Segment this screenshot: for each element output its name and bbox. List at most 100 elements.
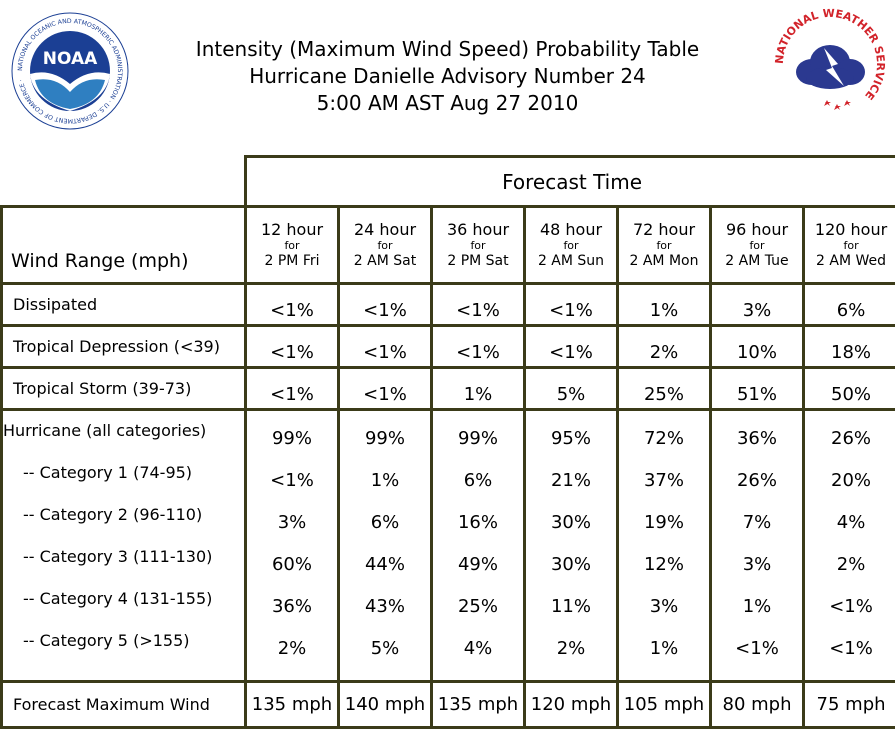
table-cell: 51% bbox=[711, 368, 804, 410]
hurricane-column: 99%6%16%49%25%4% bbox=[432, 410, 525, 682]
table-row: Tropical Storm (39-73) <1% <1% 1% 5% 25%… bbox=[2, 368, 895, 410]
table-cell: 5% bbox=[525, 368, 618, 410]
table-cell: 7% bbox=[712, 512, 802, 554]
table-cell: 105 mph bbox=[618, 682, 711, 728]
table-cell: <1% bbox=[805, 596, 895, 638]
table-cell: 95% bbox=[526, 428, 616, 470]
table-cell: 1% bbox=[340, 470, 430, 512]
table-cell: <1% bbox=[246, 368, 339, 410]
table-cell: 6% bbox=[340, 512, 430, 554]
table-cell: 26% bbox=[712, 470, 802, 512]
noaa-logo: NATIONAL OCEANIC AND ATMOSPHERIC ADMINIS… bbox=[11, 12, 129, 130]
table-cell: 120 mph bbox=[525, 682, 618, 728]
table-cell: <1% bbox=[712, 638, 802, 680]
table-cell: 2% bbox=[526, 638, 616, 680]
table-cell: 3% bbox=[712, 554, 802, 596]
row-label: Tropical Depression (<39) bbox=[2, 326, 246, 368]
table-cell: 99% bbox=[433, 428, 523, 470]
row-label: -- Category 4 (131-155) bbox=[3, 589, 244, 631]
table-cell: <1% bbox=[339, 284, 432, 326]
table-cell: 26% bbox=[805, 428, 895, 470]
nws-logo: NATIONAL WEATHER SERVICE bbox=[772, 6, 889, 132]
table-cell: <1% bbox=[432, 284, 525, 326]
table-cell: <1% bbox=[339, 326, 432, 368]
table-cell: 2% bbox=[247, 638, 337, 680]
table-cell: 36% bbox=[247, 596, 337, 638]
table-row: Dissipated <1% <1% <1% <1% 1% 3% 6% bbox=[2, 284, 895, 326]
table-cell: 20% bbox=[805, 470, 895, 512]
table-cell: 25% bbox=[618, 368, 711, 410]
table-cell: 19% bbox=[619, 512, 709, 554]
table-cell: <1% bbox=[246, 326, 339, 368]
table-cell: 3% bbox=[619, 596, 709, 638]
table-cell: 135 mph bbox=[246, 682, 339, 728]
wind-range-header: Wind Range (mph) bbox=[2, 207, 246, 284]
max-wind-label: Forecast Maximum Wind bbox=[2, 682, 246, 728]
table-cell: 80 mph bbox=[711, 682, 804, 728]
table-cell: 30% bbox=[526, 554, 616, 596]
hurricane-column: 72%37%19%12%3%1% bbox=[618, 410, 711, 682]
hurricane-column: 99%<1%3%60%36%2% bbox=[246, 410, 339, 682]
table-cell: 1% bbox=[432, 368, 525, 410]
title-line-3: 5:00 AM AST Aug 27 2010 bbox=[190, 90, 705, 117]
table-cell: <1% bbox=[805, 638, 895, 680]
hurricane-column: 99%1%6%44%43%5% bbox=[339, 410, 432, 682]
row-label: -- Category 5 (>155) bbox=[3, 631, 244, 673]
table-cell: 60% bbox=[247, 554, 337, 596]
table-cell: 43% bbox=[340, 596, 430, 638]
row-label: -- Category 2 (96-110) bbox=[3, 505, 244, 547]
table-cell: 50% bbox=[804, 368, 895, 410]
table-cell: 18% bbox=[804, 326, 895, 368]
hurricane-column: 36%26%7%3%1%<1% bbox=[711, 410, 804, 682]
table-cell: 6% bbox=[433, 470, 523, 512]
table-cell: 99% bbox=[247, 428, 337, 470]
table-cell: 4% bbox=[433, 638, 523, 680]
table-cell: 37% bbox=[619, 470, 709, 512]
table-cell: 12% bbox=[619, 554, 709, 596]
table-cell: <1% bbox=[525, 284, 618, 326]
table-cell: 25% bbox=[433, 596, 523, 638]
table-cell: 21% bbox=[526, 470, 616, 512]
table-cell: 99% bbox=[340, 428, 430, 470]
page-title: Intensity (Maximum Wind Speed) Probabili… bbox=[190, 36, 705, 117]
table-cell: 3% bbox=[711, 284, 804, 326]
table-cell: 6% bbox=[804, 284, 895, 326]
hurricane-labels: Hurricane (all categories) -- Category 1… bbox=[2, 410, 246, 682]
row-label: Hurricane (all categories) bbox=[3, 421, 244, 463]
table-cell: 1% bbox=[619, 638, 709, 680]
title-line-2: Hurricane Danielle Advisory Number 24 bbox=[190, 63, 705, 90]
table-cell: 10% bbox=[711, 326, 804, 368]
table-cell: 11% bbox=[526, 596, 616, 638]
hurricane-column: 26%20%4%2%<1%<1% bbox=[804, 410, 895, 682]
table-row: Tropical Depression (<39) <1% <1% <1% <1… bbox=[2, 326, 895, 368]
table-cell: 1% bbox=[618, 284, 711, 326]
max-wind-row: Forecast Maximum Wind 135 mph 140 mph 13… bbox=[2, 682, 895, 728]
table-cell: 1% bbox=[712, 596, 802, 638]
table-cell: <1% bbox=[432, 326, 525, 368]
table-cell: 72% bbox=[619, 428, 709, 470]
table-cell: 30% bbox=[526, 512, 616, 554]
table-cell: 75 mph bbox=[804, 682, 895, 728]
row-label: -- Category 3 (111-130) bbox=[3, 547, 244, 589]
svg-text:NOAA: NOAA bbox=[43, 49, 98, 69]
hurricane-column: 95%21%30%30%11%2% bbox=[525, 410, 618, 682]
row-label: Tropical Storm (39-73) bbox=[2, 368, 246, 410]
table-cell: <1% bbox=[246, 284, 339, 326]
table-cell: 2% bbox=[805, 554, 895, 596]
table-cell: <1% bbox=[247, 470, 337, 512]
table-cell: 49% bbox=[433, 554, 523, 596]
table-cell: 36% bbox=[712, 428, 802, 470]
title-line-1: Intensity (Maximum Wind Speed) Probabili… bbox=[190, 36, 705, 63]
row-label: -- Category 1 (74-95) bbox=[3, 463, 244, 505]
table-cell: 3% bbox=[247, 512, 337, 554]
table-cell: 2% bbox=[618, 326, 711, 368]
hurricane-row-group: Hurricane (all categories) -- Category 1… bbox=[2, 410, 895, 682]
